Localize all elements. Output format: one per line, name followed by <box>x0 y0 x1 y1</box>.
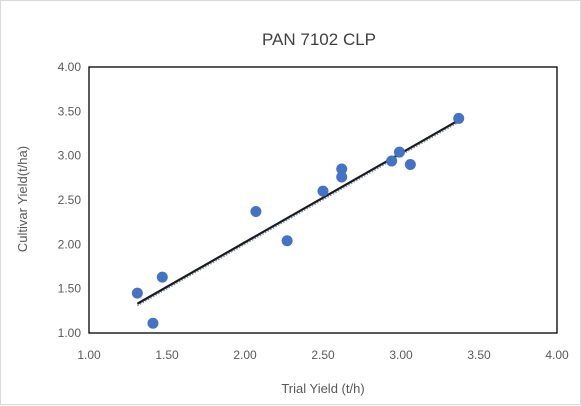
data-point <box>453 112 465 124</box>
y-axis-tick-labels: 1.00 1.50 2.00 2.50 3.00 3.50 4.00 <box>58 60 82 340</box>
data-point <box>336 171 348 183</box>
chart-title: PAN 7102 CLP <box>262 30 376 49</box>
trendline-group <box>136 119 460 307</box>
y-tick-label: 1.50 <box>58 282 82 296</box>
x-tick-label: 3.00 <box>389 348 413 362</box>
x-tick-label: 1.50 <box>155 348 179 362</box>
x-tick-label: 4.00 <box>545 348 569 362</box>
x-axis-tick-labels: 1.00 1.50 2.00 2.50 3.00 3.50 4.00 <box>77 348 569 362</box>
data-point <box>147 317 159 329</box>
data-point <box>317 185 329 197</box>
data-points <box>131 112 465 329</box>
data-point <box>404 159 416 171</box>
y-tick-label: 3.00 <box>58 149 82 163</box>
plot-area <box>88 66 558 334</box>
data-point <box>250 206 262 218</box>
y-tick-label: 1.00 <box>58 326 82 340</box>
y-tick-label: 2.50 <box>58 193 82 207</box>
data-point <box>156 271 168 283</box>
y-tick-label: 4.00 <box>58 60 82 74</box>
trendline <box>136 119 460 305</box>
data-point <box>386 155 398 167</box>
data-point <box>131 287 143 299</box>
y-tick-label: 2.00 <box>58 237 82 251</box>
data-point <box>281 235 293 247</box>
data-point <box>336 163 348 175</box>
y-tick-label: 3.50 <box>58 104 82 118</box>
x-tick-label: 1.00 <box>77 348 101 362</box>
data-point <box>393 146 405 158</box>
y-axis-title: Cultivar Yield(t/ha) <box>15 146 30 252</box>
trendline-dotted <box>137 121 460 307</box>
x-axis-title: Trial Yield (t/h) <box>281 381 364 396</box>
x-tick-label: 2.50 <box>311 348 335 362</box>
x-tick-label: 2.00 <box>233 348 257 362</box>
x-tick-label: 3.50 <box>467 348 491 362</box>
